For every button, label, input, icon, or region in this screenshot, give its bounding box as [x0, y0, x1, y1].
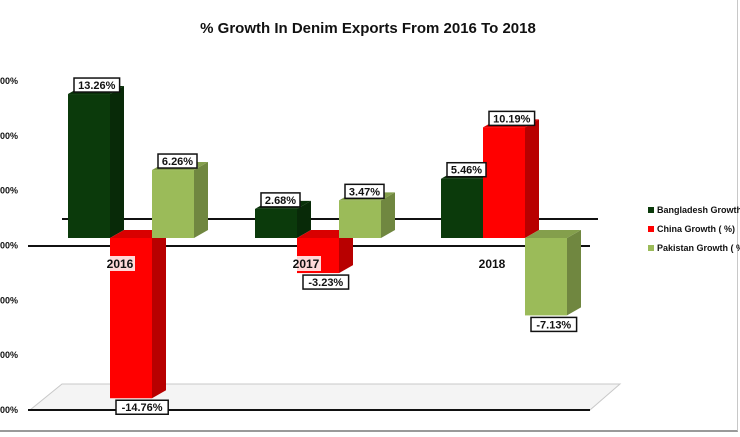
data-label-text: 10.19%	[493, 113, 531, 125]
bar-face	[525, 238, 567, 316]
chart-title: % Growth In Denim Exports From 2016 To 2…	[200, 20, 536, 37]
data-label: -3.23%	[302, 274, 350, 290]
data-label-box	[260, 192, 301, 208]
category-labels: 2016 2017 2018	[105, 256, 507, 271]
category-label-text: 2016	[107, 257, 134, 271]
bar-face	[255, 208, 297, 238]
legend-swatch	[648, 226, 654, 232]
legend-label: Bangladesh Growth	[657, 205, 740, 215]
bar-side	[381, 192, 395, 238]
category-label-text: 2017	[293, 257, 320, 271]
legend-item-2: China Growth ( %)	[648, 224, 735, 234]
y-tick-label: 00%	[0, 131, 18, 141]
bar-side	[152, 230, 166, 399]
data-label: 13.26%	[73, 77, 121, 93]
data-label-box	[530, 316, 578, 333]
bar-side	[110, 86, 124, 238]
legend: Bangladesh Growth China Growth ( %) Pakist…	[648, 205, 740, 253]
bar-2018-3	[525, 230, 581, 316]
legend-item-1: Bangladesh Growth	[648, 205, 740, 215]
data-label-text: -3.23%	[308, 277, 343, 289]
y-tick-label: 00%	[0, 295, 18, 305]
data-label: 6.26%	[157, 153, 198, 169]
data-label-box	[157, 153, 198, 169]
bar-face	[339, 200, 381, 238]
data-label-text: 2.68%	[265, 195, 296, 207]
bar-side	[297, 200, 311, 238]
data-label: 3.47%	[344, 183, 385, 200]
data-label: -7.13%	[530, 316, 578, 333]
bar-2016-2	[110, 230, 166, 399]
legend-item-3: Pakistan Growth ( %	[648, 243, 740, 253]
bar-2016-3	[152, 162, 208, 238]
data-label-box	[344, 183, 385, 200]
data-labels: 13.26% 2.68% 5.46% -14.76% -3.23% 10.19% 6.26%…	[73, 77, 578, 415]
data-label-text: -14.76%	[122, 402, 163, 414]
data-label: -14.76%	[115, 399, 169, 415]
data-label-text: 13.26%	[78, 80, 116, 92]
data-label: 10.19%	[488, 110, 536, 127]
bar-2016-1	[68, 86, 124, 238]
y-tick-label: 00%	[0, 350, 18, 360]
data-label-text: -7.13%	[536, 319, 571, 331]
bar-2018-2	[483, 119, 539, 238]
y-tick-label: 00%	[0, 241, 18, 251]
bar-2017-3	[339, 192, 395, 238]
category-label-bg	[105, 256, 135, 271]
bar-top	[525, 230, 581, 238]
data-label-text: 3.47%	[349, 186, 380, 198]
data-label: 2.68%	[260, 192, 301, 208]
bar-side	[194, 162, 208, 238]
category-label-bg	[291, 256, 321, 271]
data-label-text: 6.26%	[162, 156, 193, 168]
bar-side	[567, 230, 581, 316]
bar-series	[68, 86, 581, 399]
data-label-box	[115, 399, 169, 415]
y-tick-label: 00%	[0, 76, 18, 86]
y-tick-label: 00%	[0, 186, 18, 196]
data-label-box	[302, 274, 350, 290]
data-label-box	[488, 110, 536, 127]
legend-label: Pakistan Growth ( %	[657, 243, 740, 253]
bar-face	[68, 94, 110, 238]
category-label-2016: 2016	[105, 256, 135, 271]
legend-swatch	[648, 207, 654, 213]
bar-side	[525, 119, 539, 238]
category-label-2018: 2018	[477, 256, 507, 271]
y-tick-label: 00%	[0, 405, 18, 415]
data-label-text: 5.46%	[451, 165, 482, 177]
bar-face	[152, 170, 194, 238]
legend-label: China Growth ( %)	[657, 224, 735, 234]
bar-face	[441, 178, 483, 238]
data-label: 5.46%	[446, 161, 487, 178]
data-label-box	[446, 161, 487, 178]
data-label-box	[73, 77, 121, 93]
category-label-text: 2018	[479, 257, 506, 271]
legend-swatch	[648, 245, 654, 251]
category-label-2017: 2017	[291, 256, 321, 271]
category-label-bg	[477, 256, 507, 271]
bar-side	[339, 230, 353, 274]
bar-face	[483, 127, 525, 238]
